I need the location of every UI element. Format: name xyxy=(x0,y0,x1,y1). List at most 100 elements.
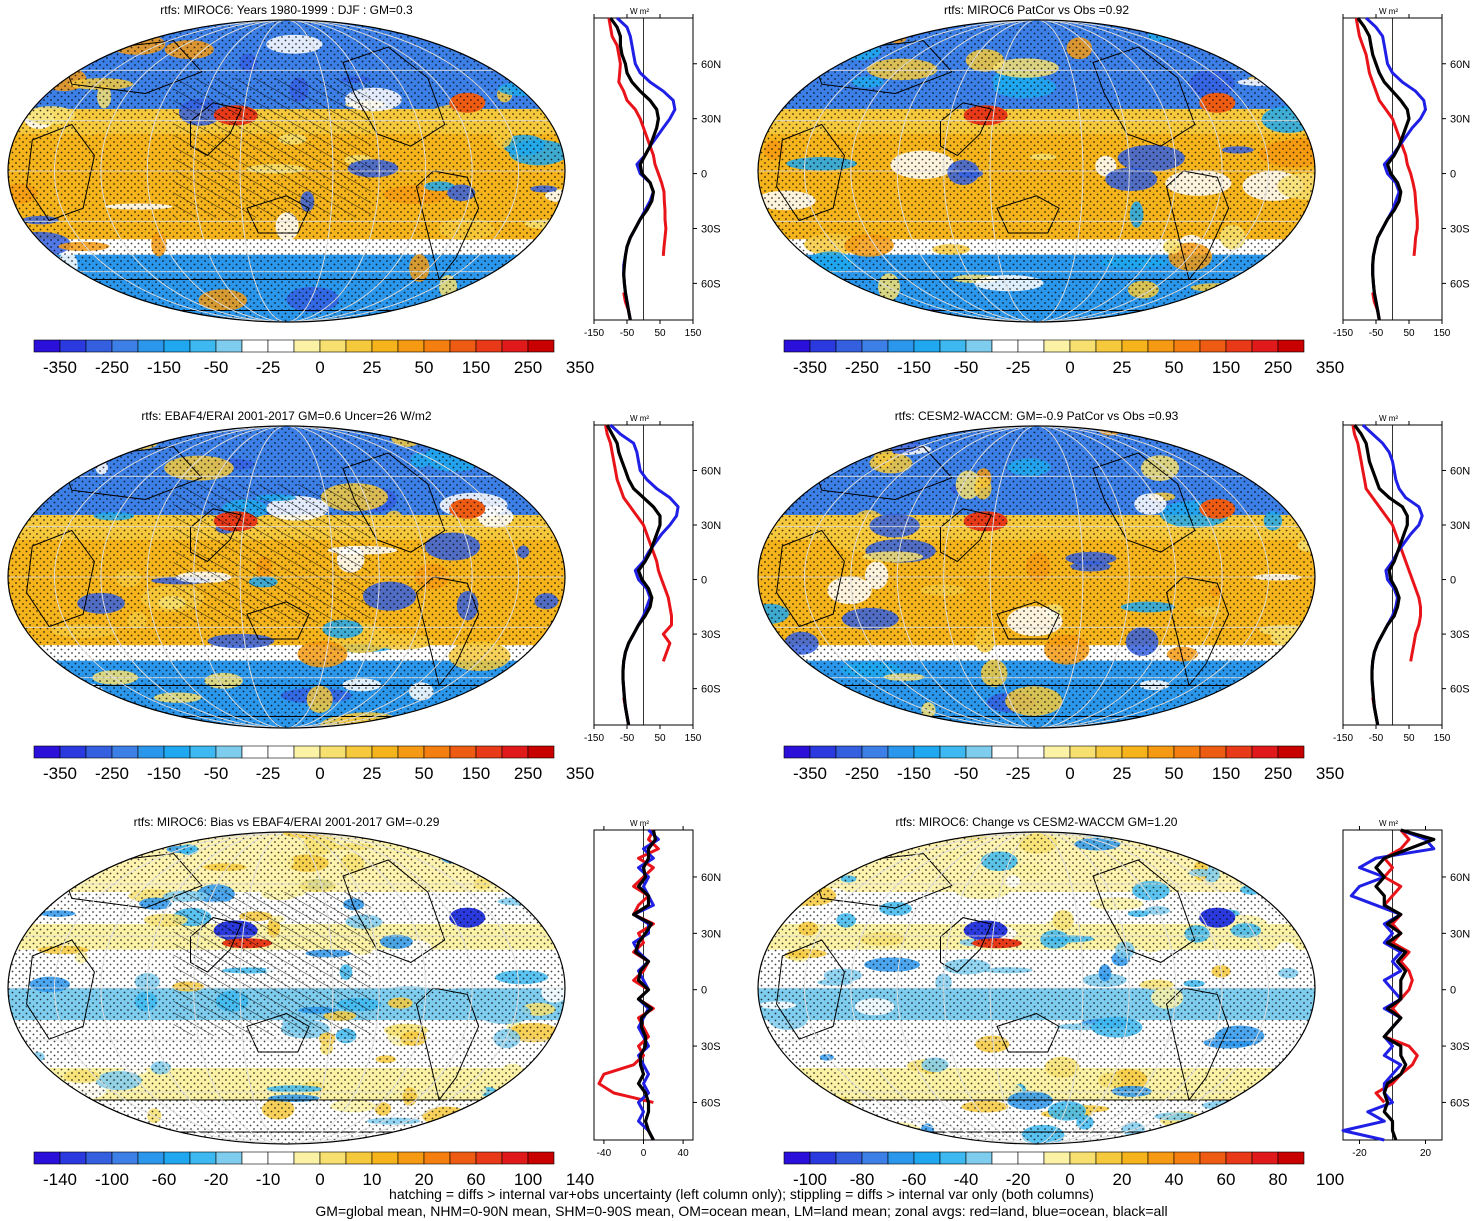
colorbar-swatch xyxy=(1017,745,1045,759)
colorbar-label: 50 xyxy=(415,764,434,783)
zonal-profile: W m² -150 -50 50 150 60N 30N 0 30S 60S xyxy=(584,414,721,744)
y-tick-label: 60S xyxy=(1450,684,1470,696)
panel-title: rtfs: MIROC6: Bias vs EBAF4/ERAI 2001-20… xyxy=(134,815,440,829)
colorbar-swatch xyxy=(1173,339,1201,353)
colorbar-swatch xyxy=(33,745,61,759)
colorbar-label: 20 xyxy=(415,1170,434,1189)
colorbar: -350 -250 -150 -50 -25 0 25 50 150 250 350 xyxy=(33,745,594,783)
colorbar-swatch xyxy=(1251,1151,1279,1165)
colorbar-swatch xyxy=(163,339,191,353)
colorbar-label: 0 xyxy=(1065,358,1074,377)
colorbar: -350 -250 -150 -50 -25 0 25 50 150 250 350 xyxy=(783,745,1344,783)
colorbar-swatch xyxy=(85,1151,113,1165)
colorbar: -100 -80 -60 -40 -20 0 20 40 60 80 100 xyxy=(783,1151,1344,1189)
y-tick-label: 0 xyxy=(701,575,707,587)
colorbar-swatch xyxy=(1121,339,1149,353)
colorbar-swatch xyxy=(189,745,217,759)
colorbar-swatch xyxy=(1277,745,1305,759)
colorbar-swatch xyxy=(527,339,555,353)
colorbar-swatch xyxy=(449,745,477,759)
y-tick-label: 60S xyxy=(701,1097,721,1109)
colorbar-swatch xyxy=(85,339,113,353)
zonal-profile: W m² -150 -50 50 150 60N 30N 0 30S 60S xyxy=(1333,414,1470,744)
series-all xyxy=(605,424,662,726)
x-tick-label: 50 xyxy=(1403,328,1415,339)
x-tick-label: -50 xyxy=(620,328,635,339)
colorbar-label: -100 xyxy=(793,1170,827,1189)
colorbar-label: 50 xyxy=(1165,764,1184,783)
colorbar-swatch xyxy=(423,1151,451,1165)
colorbar-swatch xyxy=(1199,1151,1227,1165)
colorbar-swatch xyxy=(861,745,889,759)
colorbar-label: 350 xyxy=(1316,764,1344,783)
colorbar-label: 350 xyxy=(566,358,594,377)
panel-title: rtfs: EBAF4/ERAI 2001-2017 GM=0.6 Uncer=… xyxy=(141,409,431,423)
colorbar-swatch xyxy=(345,1151,373,1165)
colorbar-label: -250 xyxy=(845,764,879,783)
x-tick-label: 0 xyxy=(641,1148,647,1159)
colorbar-label: -350 xyxy=(793,764,827,783)
y-tick-label: 30S xyxy=(1450,629,1470,641)
map-field xyxy=(758,426,1315,728)
colorbar-swatch xyxy=(241,1151,269,1165)
map-field xyxy=(8,20,565,322)
y-tick-label: 0 xyxy=(701,985,707,997)
map-border xyxy=(7,425,566,729)
colorbar-swatch xyxy=(887,339,915,353)
colorbar-swatch xyxy=(267,745,295,759)
colorbar-swatch xyxy=(835,1151,863,1165)
colorbar-label: 250 xyxy=(1264,764,1292,783)
colorbar-swatch xyxy=(1069,745,1097,759)
colorbar-label: -80 xyxy=(850,1170,875,1189)
series-all xyxy=(632,829,657,1141)
map-border xyxy=(757,425,1316,729)
colorbar-swatch xyxy=(33,339,61,353)
colorbar-label: -250 xyxy=(95,358,129,377)
colorbar-swatch xyxy=(835,339,863,353)
colorbar-swatch xyxy=(319,1151,347,1165)
colorbar-label: 0 xyxy=(1065,1170,1074,1189)
colorbar-label: 150 xyxy=(1212,764,1240,783)
x-tick-label: -50 xyxy=(1369,733,1384,744)
colorbar-swatch xyxy=(1147,745,1175,759)
colorbar-swatch xyxy=(189,339,217,353)
colorbar-label: -25 xyxy=(256,358,281,377)
y-tick-label: 30N xyxy=(1450,114,1470,126)
unit-label: W m² xyxy=(630,819,649,828)
map-field xyxy=(8,832,565,1144)
series-land xyxy=(1374,829,1419,1104)
unit-label: W m² xyxy=(1379,819,1398,828)
colorbar-label: -50 xyxy=(204,764,229,783)
colorbar-swatch xyxy=(1017,339,1045,353)
y-tick-label: 0 xyxy=(1450,985,1456,997)
colorbar-label: 0 xyxy=(315,358,324,377)
colorbar-swatch xyxy=(1069,339,1097,353)
colorbar-swatch xyxy=(1225,745,1253,759)
colorbar-label: 25 xyxy=(363,764,382,783)
colorbar-swatch xyxy=(1121,745,1149,759)
colorbar-swatch xyxy=(501,1151,529,1165)
x-tick-label: -150 xyxy=(584,328,604,339)
colorbar-swatch xyxy=(1043,339,1071,353)
colorbar-swatch xyxy=(423,745,451,759)
colorbar-swatch xyxy=(1251,745,1279,759)
colorbar-swatch xyxy=(991,745,1019,759)
colorbar-swatch xyxy=(423,339,451,353)
colorbar-label: -150 xyxy=(147,358,181,377)
colorbar-swatch xyxy=(783,1151,811,1165)
colorbar-swatch xyxy=(59,1151,87,1165)
colorbar-swatch xyxy=(371,745,399,759)
map-border xyxy=(7,831,566,1145)
colorbar-swatch xyxy=(1173,745,1201,759)
colorbar-label: 100 xyxy=(514,1170,542,1189)
colorbar-swatch xyxy=(1043,1151,1071,1165)
colorbar-label: -60 xyxy=(902,1170,927,1189)
colorbar-swatch xyxy=(371,339,399,353)
y-tick-label: 30S xyxy=(1450,223,1470,235)
y-tick-label: 30N xyxy=(701,928,721,940)
colorbar-label: 40 xyxy=(1165,1170,1184,1189)
colorbar-swatch xyxy=(991,1151,1019,1165)
colorbar-swatch xyxy=(293,339,321,353)
colorbar-swatch xyxy=(85,745,113,759)
colorbar-label: 60 xyxy=(467,1170,486,1189)
